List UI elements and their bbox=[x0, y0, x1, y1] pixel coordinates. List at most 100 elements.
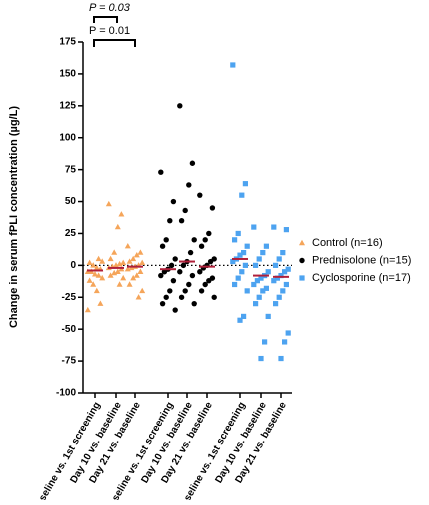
data-point bbox=[253, 301, 259, 307]
data-point bbox=[167, 288, 173, 294]
data-point bbox=[182, 288, 188, 294]
data-point bbox=[271, 224, 277, 230]
bracket bbox=[93, 39, 136, 47]
data-point bbox=[133, 272, 140, 278]
data-point bbox=[99, 258, 106, 264]
data-point bbox=[198, 243, 205, 249]
data-point bbox=[124, 265, 131, 272]
data-point bbox=[273, 301, 279, 307]
data-point bbox=[209, 205, 216, 211]
data-point bbox=[170, 277, 177, 284]
data-point bbox=[133, 251, 140, 258]
data-point bbox=[172, 307, 178, 313]
data-point bbox=[130, 274, 137, 281]
data-point bbox=[278, 355, 284, 362]
legend-marker bbox=[299, 257, 305, 264]
data-point bbox=[178, 217, 185, 224]
data-point bbox=[191, 300, 197, 307]
data-point bbox=[137, 249, 144, 255]
data-point bbox=[93, 287, 100, 294]
data-point bbox=[197, 192, 203, 198]
data-point bbox=[258, 275, 264, 281]
data-point bbox=[178, 294, 185, 300]
data-point bbox=[168, 262, 175, 269]
data-point bbox=[282, 339, 288, 345]
data-point bbox=[230, 258, 236, 265]
y-tick-label: -100 bbox=[56, 388, 76, 399]
y-tick-label: -50 bbox=[62, 324, 77, 335]
data-point bbox=[111, 269, 118, 276]
y-tick-label: 25 bbox=[65, 228, 77, 239]
y-axis-label: Change in serum fPLI concentration (µg/L… bbox=[8, 106, 20, 328]
data-point bbox=[186, 182, 192, 188]
data-point bbox=[135, 294, 142, 300]
data-point bbox=[90, 262, 97, 268]
annotation: P = 0.03 bbox=[89, 2, 131, 14]
data-point bbox=[260, 288, 266, 294]
data-point bbox=[191, 237, 197, 243]
data-point bbox=[211, 294, 217, 300]
legend-marker bbox=[299, 239, 305, 246]
data-point bbox=[97, 300, 104, 306]
data-point bbox=[263, 243, 269, 249]
data-point bbox=[239, 269, 245, 275]
data-point bbox=[263, 285, 269, 291]
y-tick-label: -25 bbox=[62, 292, 77, 303]
data-point bbox=[182, 207, 188, 214]
data-point bbox=[139, 287, 146, 294]
data-point bbox=[265, 269, 271, 275]
data-point bbox=[232, 237, 238, 243]
data-point bbox=[186, 281, 192, 288]
data-point bbox=[253, 262, 259, 268]
data-point bbox=[244, 243, 250, 249]
data-point bbox=[202, 237, 208, 243]
data-point bbox=[167, 217, 173, 224]
y-tick-label: 100 bbox=[59, 132, 76, 143]
data-point bbox=[124, 243, 131, 249]
data-point bbox=[163, 294, 169, 300]
data-point bbox=[285, 330, 291, 336]
legend-marker bbox=[299, 275, 305, 281]
data-point bbox=[159, 300, 166, 307]
data-point bbox=[180, 262, 187, 269]
data-point bbox=[251, 224, 257, 230]
data-point bbox=[258, 355, 264, 362]
legend-label: Control (n=16) bbox=[312, 237, 383, 249]
data-point bbox=[232, 281, 238, 288]
data-point bbox=[260, 250, 266, 256]
data-point bbox=[92, 271, 98, 277]
data-point bbox=[265, 313, 271, 320]
data-point bbox=[105, 200, 112, 207]
data-point bbox=[95, 255, 102, 262]
data-point bbox=[170, 198, 177, 205]
data-point bbox=[130, 255, 137, 262]
data-point bbox=[189, 160, 196, 166]
data-point bbox=[271, 278, 277, 284]
data-point bbox=[158, 272, 164, 279]
data-point bbox=[197, 269, 203, 275]
y-tick-label: 125 bbox=[59, 100, 76, 111]
data-point bbox=[274, 275, 280, 281]
y-tick-label: 0 bbox=[70, 260, 76, 271]
data-point bbox=[283, 227, 289, 233]
data-point bbox=[280, 288, 286, 294]
data-point bbox=[137, 268, 144, 274]
data-point bbox=[158, 169, 164, 175]
legend-label: Prednisolone (n=15) bbox=[312, 254, 411, 266]
data-point bbox=[285, 266, 291, 272]
data-point bbox=[187, 249, 194, 256]
data-point bbox=[198, 288, 205, 294]
data-point bbox=[235, 230, 241, 237]
data-point bbox=[113, 262, 119, 268]
data-point bbox=[237, 317, 243, 323]
data-point bbox=[239, 192, 245, 198]
data-point bbox=[235, 275, 241, 281]
data-point bbox=[189, 272, 196, 279]
data-point bbox=[120, 259, 127, 266]
data-point bbox=[276, 256, 282, 262]
data-point bbox=[107, 272, 114, 278]
y-tick-label: 50 bbox=[65, 196, 77, 207]
data-point bbox=[230, 62, 236, 68]
data-point bbox=[177, 103, 183, 109]
y-tick-label: 150 bbox=[59, 69, 76, 80]
